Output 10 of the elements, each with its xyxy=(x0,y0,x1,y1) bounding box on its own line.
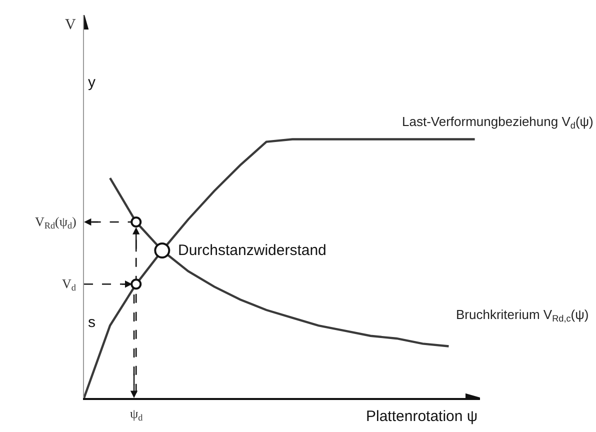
annotation: Durchstanzwiderstand xyxy=(178,242,326,259)
text: V xyxy=(65,17,76,33)
series-label: Last-Verformungbeziehung V$_{d}$(ψ) xyxy=(402,114,594,131)
text: V$_{Rd}$(ψ$_{d}$) xyxy=(35,214,76,231)
text: ψ$_{d}$ xyxy=(130,406,144,423)
x-axis-title: Plattenrotation ψ xyxy=(366,408,478,425)
text: y xyxy=(88,74,96,91)
text: V$_{d}$ xyxy=(62,276,76,293)
annotation: s xyxy=(88,314,96,331)
series-label: Bruchkriterium V$_{Rd,c}$(ψ) xyxy=(456,307,589,324)
